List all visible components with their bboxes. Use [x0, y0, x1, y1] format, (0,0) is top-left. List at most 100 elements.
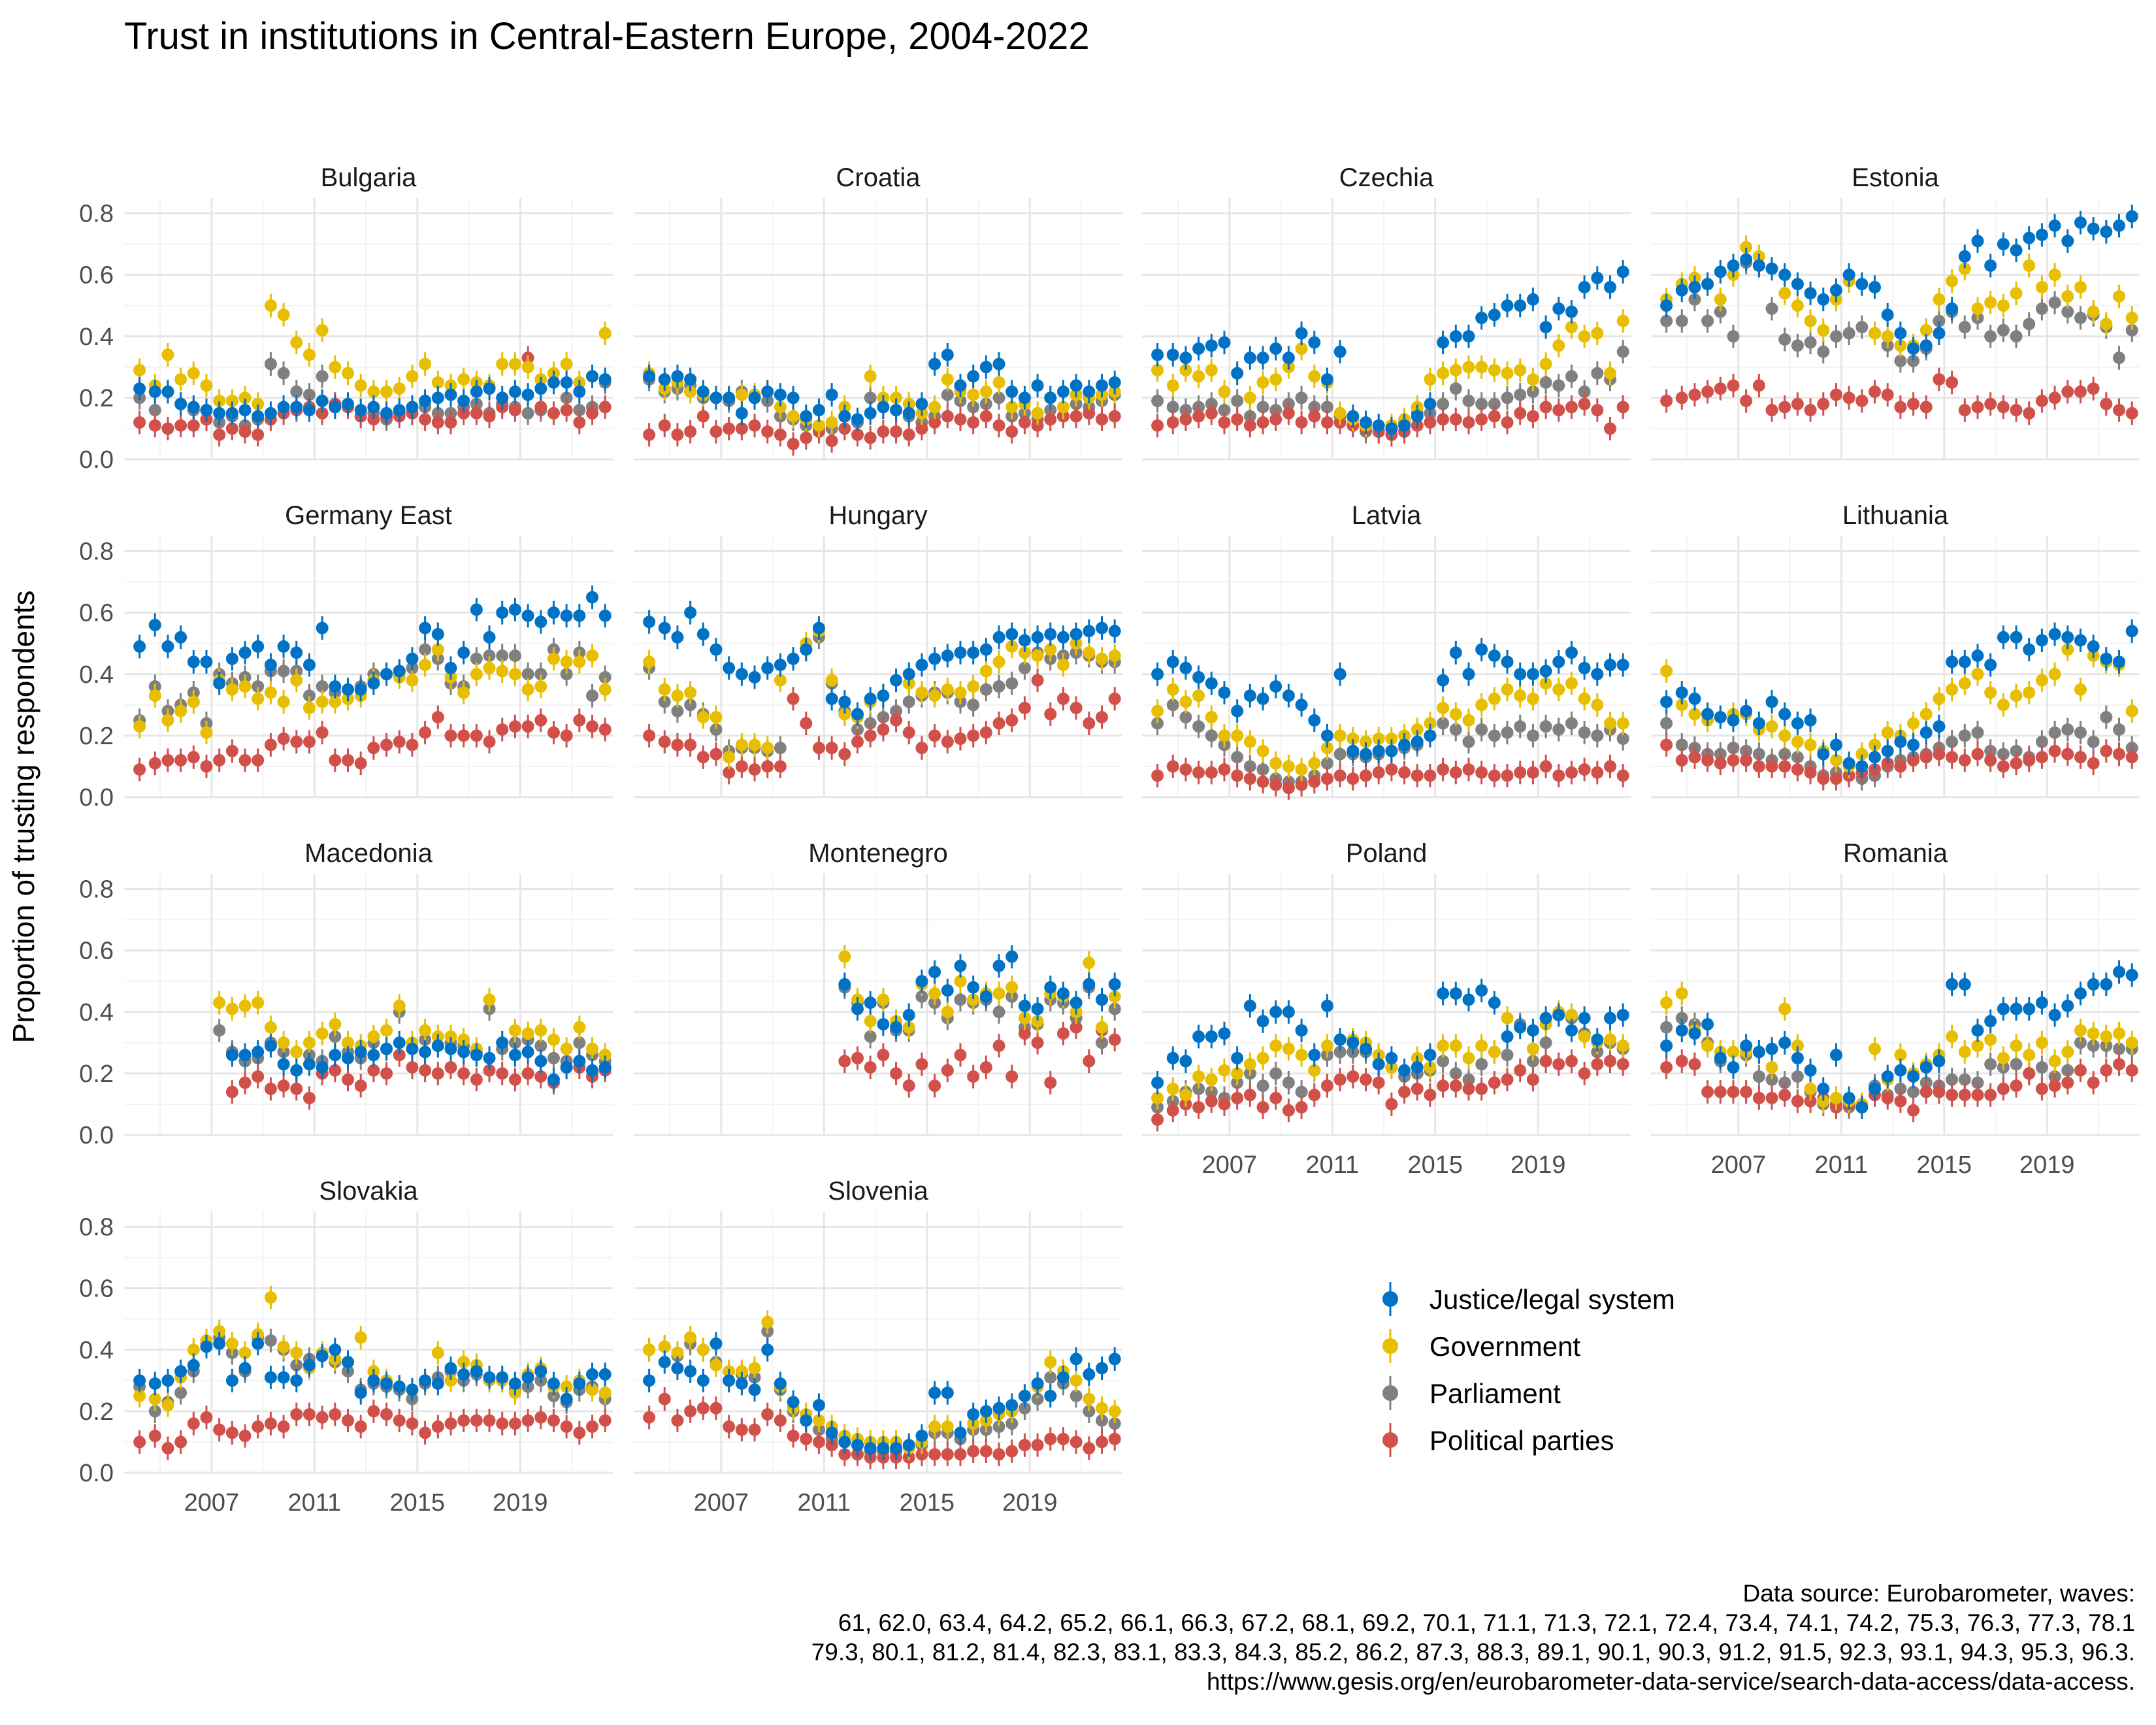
- data-point: [1971, 235, 1984, 248]
- data-point: [1675, 754, 1688, 767]
- data-point: [838, 422, 851, 435]
- data-point: [1869, 738, 1882, 751]
- series-justice-legal-system: [1151, 259, 1629, 440]
- data-point: [1083, 1392, 1096, 1405]
- data-point: [1688, 1027, 1701, 1040]
- data-point: [1096, 1362, 1109, 1375]
- data-point: [812, 1436, 825, 1449]
- data-point: [547, 376, 560, 389]
- data-point: [1320, 1040, 1333, 1053]
- data-point: [534, 401, 547, 414]
- data-point: [1933, 1085, 1946, 1098]
- data-point: [1243, 419, 1256, 432]
- data-point: [1752, 717, 1765, 730]
- data-point: [316, 395, 329, 408]
- data-point: [225, 1002, 238, 1015]
- data-point: [1675, 1011, 1688, 1025]
- data-point: [161, 1441, 174, 1454]
- legend-key-point: [1382, 1338, 1398, 1354]
- data-point: [2048, 391, 2061, 404]
- data-point: [1151, 668, 1164, 681]
- data-point: [1804, 738, 1817, 751]
- data-point: [800, 431, 813, 444]
- data-point: [586, 370, 599, 383]
- data-point: [915, 1448, 928, 1461]
- data-point: [393, 1380, 406, 1393]
- data-point: [1256, 376, 1269, 389]
- data-point: [264, 1040, 277, 1053]
- data-point: [1933, 1055, 1946, 1068]
- data-point: [671, 1362, 684, 1375]
- data-point: [761, 1408, 774, 1421]
- data-point: [1565, 1008, 1578, 1021]
- data-point: [1552, 1008, 1565, 1021]
- data-point: [1526, 692, 1539, 705]
- series-justice-legal-system: [225, 1030, 612, 1092]
- data-point: [1372, 1076, 1385, 1089]
- data-point: [508, 1377, 521, 1390]
- data-point: [470, 1049, 483, 1062]
- data-point: [238, 391, 252, 404]
- data-point: [598, 723, 612, 736]
- data-point: [419, 726, 432, 739]
- data-point: [1005, 1070, 1019, 1083]
- data-point: [979, 1445, 992, 1458]
- x-tick-label: 2015: [390, 1489, 446, 1517]
- data-point: [1151, 348, 1164, 361]
- data-point: [2023, 318, 2036, 331]
- data-point: [735, 668, 748, 681]
- data-point: [1752, 259, 1765, 272]
- data-point: [2023, 1002, 2036, 1015]
- series-government: [133, 638, 612, 745]
- data-point: [774, 742, 787, 755]
- data-point: [329, 1018, 342, 1031]
- data-point: [1096, 1402, 1109, 1415]
- data-point: [598, 1414, 612, 1427]
- data-point: [1778, 708, 1791, 721]
- data-point: [1488, 1045, 1501, 1059]
- chart-title: Trust in institutions in Central-Eastern…: [124, 15, 1090, 58]
- data-point: [419, 1064, 432, 1077]
- series-justice-legal-system: [1151, 978, 1629, 1094]
- data-point: [470, 603, 483, 616]
- data-point: [1526, 1073, 1539, 1086]
- data-point: [1740, 1085, 1753, 1098]
- data-point: [967, 729, 980, 742]
- data-point: [1701, 754, 1714, 767]
- data-point: [1449, 987, 1462, 1000]
- data-point: [761, 742, 774, 755]
- data-point: [1320, 742, 1333, 755]
- data-point: [1166, 1104, 1179, 1117]
- data-point: [1018, 416, 1031, 429]
- y-tick-label: 0.6: [79, 938, 114, 965]
- data-point: [992, 1448, 1005, 1461]
- data-point: [1997, 1082, 2010, 1095]
- data-point: [316, 695, 329, 708]
- data-point: [393, 1049, 406, 1062]
- data-point: [1411, 769, 1424, 782]
- legend-item-political-parties: Political parties: [1382, 1423, 1614, 1457]
- data-point: [457, 1033, 470, 1046]
- data-point: [148, 419, 161, 432]
- data-point: [1192, 1101, 1205, 1114]
- data-point: [277, 695, 290, 708]
- data-point: [419, 1024, 432, 1037]
- data-point: [547, 1051, 560, 1064]
- data-point: [573, 404, 586, 417]
- data-point: [1727, 1045, 1740, 1059]
- data-point: [1842, 391, 1855, 404]
- data-point: [431, 1377, 444, 1390]
- data-point: [2074, 385, 2087, 398]
- data-point: [1817, 1082, 1830, 1095]
- data-point: [928, 987, 941, 1000]
- data-point: [1424, 1089, 1437, 1102]
- data-point: [444, 1374, 457, 1387]
- data-point: [508, 1417, 521, 1430]
- data-point: [812, 1398, 825, 1411]
- data-point: [1070, 996, 1083, 1010]
- data-point: [2087, 978, 2100, 991]
- legend-label: Political parties: [1429, 1425, 1614, 1456]
- data-point: [1218, 1098, 1231, 1111]
- data-point: [838, 410, 851, 423]
